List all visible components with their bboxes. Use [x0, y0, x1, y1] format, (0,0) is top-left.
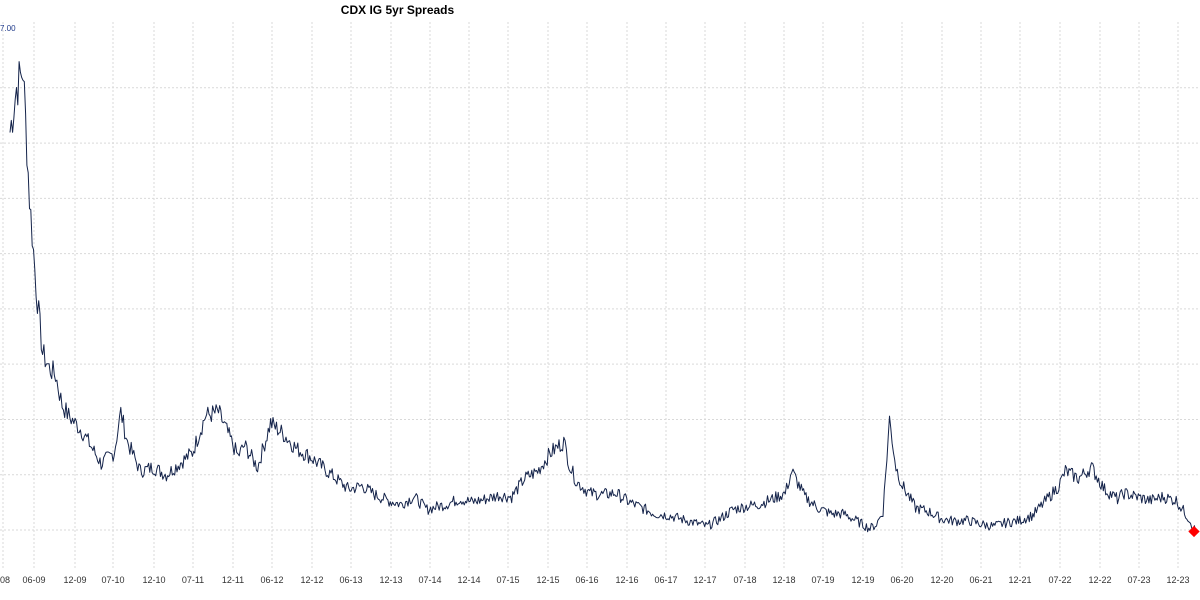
x-tick-label: 06-20	[890, 575, 913, 585]
x-tick-label: 12-17	[693, 575, 716, 585]
x-tick-label: 07-10	[101, 575, 124, 585]
y-tick-label: 7.00	[0, 24, 16, 33]
x-tick-label: 12-10	[142, 575, 165, 585]
y-axis-ticks: 7.00	[0, 24, 16, 33]
grid	[0, 22, 1200, 570]
x-tick-label: 06-13	[339, 575, 362, 585]
x-tick-label: 12-23	[1166, 575, 1189, 585]
x-tick-label: 07-11	[182, 575, 204, 585]
x-tick-label: 12-19	[851, 575, 874, 585]
x-tick-label: 06-21	[969, 575, 992, 585]
x-tick-label: 12-13	[379, 575, 402, 585]
x-tick-label: 12-12	[300, 575, 323, 585]
x-tick-label: 06-16	[575, 575, 598, 585]
x-tick-label: 12-15	[536, 575, 559, 585]
x-tick-label: 12-11	[222, 575, 244, 585]
chart-title: CDX IG 5yr Spreads	[340, 3, 455, 17]
x-tick-label: 06-17	[654, 575, 677, 585]
x-tick-label: 12-22	[1088, 575, 1111, 585]
x-tick-label: 12-16	[615, 575, 638, 585]
x-tick-label: 07-15	[496, 575, 519, 585]
x-tick-label: 07-19	[811, 575, 834, 585]
x-tick-label: 06-12	[260, 575, 283, 585]
x-axis-ticks: 08 06-09 12-09 07-10 12-10 07-11 12-11 06-12 12-…	[0, 575, 1190, 585]
x-tick-label: 07-22	[1048, 575, 1071, 585]
x-tick-label: 12-14	[457, 575, 480, 585]
x-tick-label: 12-20	[930, 575, 953, 585]
x-tick-label: 07-23	[1127, 575, 1150, 585]
x-tick-label: 07-14	[418, 575, 441, 585]
x-tick-label: 12-21	[1008, 575, 1031, 585]
x-tick-label: 06-09	[22, 575, 45, 585]
series-line	[9, 61, 1197, 533]
x-tick-label: 08	[0, 575, 10, 585]
latest-value-marker	[1188, 525, 1200, 538]
x-tick-label: 07-18	[733, 575, 756, 585]
x-tick-label: 12-09	[63, 575, 86, 585]
x-tick-label: 12-18	[772, 575, 795, 585]
